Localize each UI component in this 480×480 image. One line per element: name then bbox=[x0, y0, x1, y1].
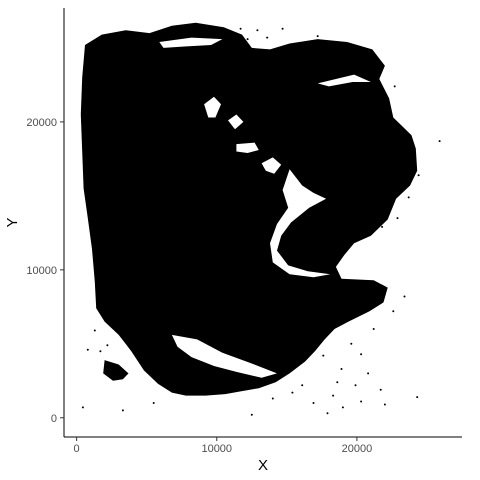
data-point bbox=[332, 394, 335, 397]
data-point bbox=[341, 406, 344, 409]
data-point bbox=[417, 174, 420, 177]
data-point bbox=[281, 27, 284, 30]
data-point bbox=[236, 376, 239, 379]
tissue-lower-left-fragment bbox=[103, 360, 129, 381]
y-axis-title: Y bbox=[4, 217, 21, 227]
data-point bbox=[407, 196, 410, 199]
hole-middle bbox=[261, 157, 282, 174]
data-point bbox=[301, 384, 304, 387]
hole-right-streak bbox=[317, 74, 371, 87]
data-point bbox=[367, 372, 370, 375]
data-point bbox=[308, 72, 311, 75]
data-point bbox=[340, 368, 343, 370]
data-point bbox=[360, 400, 363, 403]
data-point bbox=[400, 126, 403, 129]
data-point bbox=[381, 225, 384, 228]
data-point bbox=[266, 36, 269, 39]
x-tick-label: 10000 bbox=[201, 443, 232, 455]
data-point bbox=[403, 295, 406, 298]
hole-upper-b bbox=[236, 142, 259, 153]
x-tick-label: 0 bbox=[74, 443, 80, 455]
data-point bbox=[291, 391, 294, 394]
y-tick-label: 0 bbox=[51, 413, 57, 425]
data-point bbox=[298, 61, 301, 64]
inner-curved-gap bbox=[270, 169, 331, 278]
x-axis-title: X bbox=[258, 457, 268, 474]
data-point bbox=[438, 140, 441, 143]
data-point bbox=[372, 328, 375, 330]
data-point bbox=[396, 217, 399, 220]
data-point bbox=[392, 310, 395, 313]
top-left-notch bbox=[159, 37, 223, 48]
data-point bbox=[121, 409, 124, 412]
data-point bbox=[357, 307, 360, 310]
data-point bbox=[256, 29, 259, 32]
hole-upper-c bbox=[228, 114, 244, 130]
data-point bbox=[81, 406, 84, 409]
data-point bbox=[379, 388, 382, 391]
bottom-scatter-band bbox=[171, 334, 277, 378]
data-point bbox=[99, 350, 102, 353]
data-point bbox=[246, 38, 249, 41]
data-point bbox=[354, 384, 357, 387]
data-point bbox=[374, 286, 377, 289]
data-point bbox=[106, 344, 109, 347]
data-point bbox=[383, 403, 386, 406]
data-point bbox=[336, 381, 339, 384]
data-point bbox=[316, 35, 319, 38]
hole-upper-a bbox=[204, 96, 221, 118]
data-point bbox=[322, 354, 325, 357]
y-tick-label: 10000 bbox=[26, 265, 57, 277]
data-point bbox=[412, 153, 414, 156]
data-point bbox=[326, 412, 329, 415]
data-point bbox=[332, 51, 335, 54]
data-point bbox=[93, 329, 96, 332]
x-tick-label: 20000 bbox=[342, 443, 373, 455]
data-point bbox=[360, 353, 363, 356]
data-point bbox=[239, 27, 242, 30]
data-point bbox=[152, 402, 155, 404]
data-point bbox=[416, 396, 419, 399]
data-point bbox=[362, 291, 365, 293]
data-point bbox=[393, 85, 396, 88]
y-axis-ticks: 0 10000 20000 bbox=[26, 117, 64, 425]
tissue-main bbox=[80, 22, 418, 396]
x-axis-ticks: 0 10000 20000 bbox=[74, 437, 373, 455]
data-point bbox=[271, 397, 274, 400]
data-point bbox=[250, 413, 253, 416]
data-point bbox=[350, 342, 353, 345]
y-tick-label: 20000 bbox=[26, 117, 57, 129]
plot-area bbox=[80, 22, 441, 416]
data-point bbox=[86, 348, 89, 351]
data-point bbox=[312, 402, 315, 404]
